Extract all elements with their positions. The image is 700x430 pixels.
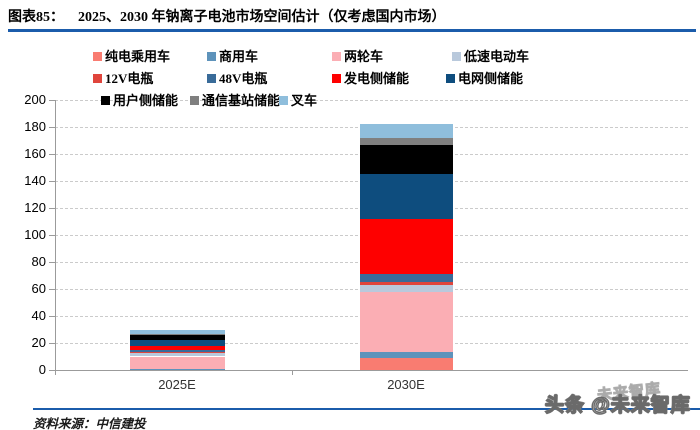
bar-segment: [359, 352, 453, 358]
y-axis-tick: [49, 100, 55, 101]
bar-segment: [359, 137, 453, 145]
x-axis-tick: [292, 370, 293, 375]
x-axis-line: [55, 370, 688, 371]
legend-label: 12V电瓶: [105, 71, 154, 86]
y-axis-label: 20: [31, 335, 46, 350]
y-axis-label: 100: [24, 227, 46, 242]
legend-label: 纯电乘用车: [105, 49, 171, 64]
bar-segment: [129, 346, 225, 351]
legend-swatch: [207, 52, 216, 61]
legend-swatch: [207, 74, 216, 83]
footer-rule: [33, 408, 700, 410]
y-axis-line: [55, 100, 56, 370]
y-axis-tick: [49, 262, 55, 263]
legend-item: 发电侧储能: [332, 68, 410, 86]
x-axis-category-label: 2025E: [158, 377, 196, 392]
bar-segment: [129, 351, 225, 353]
y-axis-label: 80: [31, 254, 46, 269]
y-axis-tick: [49, 289, 55, 290]
bar-segment: [129, 352, 225, 357]
legend-item: 纯电乘用车: [93, 46, 171, 64]
figure-number: 图表85：: [8, 10, 64, 25]
y-axis-label: 180: [24, 119, 46, 134]
legend-item: 48V电瓶: [207, 68, 268, 86]
y-axis-label: 0: [38, 362, 46, 377]
y-axis-tick: [49, 181, 55, 182]
figure-title: 2025、2030 年钠离子电池市场空间估计（仅考虑国内市场）: [78, 10, 446, 25]
x-axis-tick: [55, 370, 56, 375]
bar-segment: [359, 281, 453, 285]
legend-label: 通信基站储能: [202, 93, 281, 108]
bar-segment: [359, 274, 453, 282]
legend-swatch: [279, 96, 288, 105]
y-axis-tick: [49, 127, 55, 128]
watermark: 头条 @未来智库: [544, 394, 691, 416]
legend-item: 用户侧储能: [101, 90, 179, 108]
legend-label: 低速电动车: [464, 49, 530, 64]
y-axis-tick: [49, 316, 55, 317]
legend-swatch: [93, 74, 102, 83]
y-axis-label: 120: [24, 200, 46, 215]
y-axis-tick: [49, 235, 55, 236]
legend-swatch: [332, 52, 341, 61]
legend-item: 叉车: [279, 90, 318, 108]
y-axis-label: 160: [24, 146, 46, 161]
legend-label: 电网侧储能: [458, 71, 524, 86]
legend-swatch: [446, 74, 455, 83]
bar-segment: [359, 218, 453, 275]
legend-item: 低速电动车: [452, 46, 530, 64]
legend-item: 商用车: [207, 46, 259, 64]
legend-item: 12V电瓶: [93, 68, 154, 86]
legend-label: 用户侧储能: [113, 93, 179, 108]
bar-segment: [359, 284, 453, 292]
legend-label: 叉车: [291, 93, 318, 108]
bar-segment: [129, 356, 225, 369]
legend-item: 通信基站储能: [190, 90, 281, 108]
bar-segment: [129, 329, 225, 334]
bar-segment: [129, 368, 225, 370]
bar-segment: [359, 124, 453, 138]
y-axis-label: 40: [31, 308, 46, 323]
source-label: 资料来源：中信建投: [33, 417, 146, 430]
bar-segment: [129, 333, 225, 335]
header-rule: [8, 29, 696, 32]
legend-label: 发电侧储能: [344, 71, 410, 86]
legend-label: 两轮车: [344, 49, 384, 64]
y-axis-tick: [49, 370, 55, 371]
legend-swatch: [190, 96, 199, 105]
gridline: [55, 100, 688, 101]
y-axis-label: 60: [31, 281, 46, 296]
y-axis-tick: [49, 343, 55, 344]
legend-swatch: [93, 52, 102, 61]
bar-segment: [129, 334, 225, 341]
legend-item: 电网侧储能: [446, 68, 524, 86]
legend-label: 48V电瓶: [219, 71, 268, 86]
y-axis-tick: [49, 208, 55, 209]
legend-item: 两轮车: [332, 46, 384, 64]
legend-swatch: [101, 96, 110, 105]
legend-label: 商用车: [219, 49, 259, 64]
bar-segment: [359, 357, 453, 370]
legend-swatch: [452, 52, 461, 61]
figure-header: 图表85： 2025、2030 年钠离子电池市场空间估计（仅考虑国内市场）: [8, 6, 696, 26]
bar-segment: [359, 144, 453, 175]
bar-segment: [129, 350, 225, 352]
legend-swatch: [332, 74, 341, 83]
bar-segment: [129, 340, 225, 347]
x-axis-category-label: 2030E: [387, 377, 425, 392]
y-axis-tick: [49, 154, 55, 155]
y-axis-label: 200: [24, 92, 46, 107]
bar-segment: [129, 369, 225, 370]
y-axis-label: 140: [24, 173, 46, 188]
bar-segment: [359, 174, 453, 219]
bar-segment: [359, 291, 453, 353]
